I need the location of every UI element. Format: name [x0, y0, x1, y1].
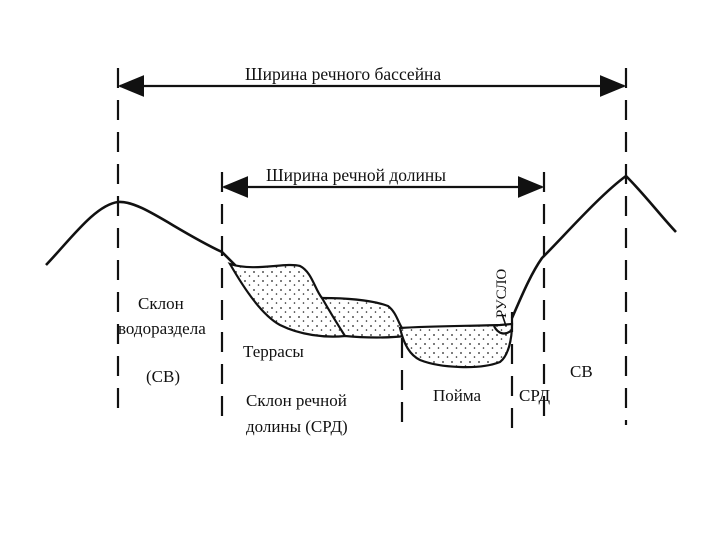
valley-width-label: Ширина речной долины	[266, 165, 446, 185]
terrain-profile	[45, 174, 677, 319]
valley-slope-label-line1: Склон речной	[246, 391, 347, 410]
terraces-label: Террасы	[243, 342, 304, 361]
riverbed-label: РУСЛО	[494, 269, 510, 318]
floodplain-label: Пойма	[433, 386, 482, 405]
watershed-slope-label-line2: водораздела	[118, 319, 206, 338]
riverbed-pointer	[501, 313, 507, 327]
floodplain-terrace	[398, 322, 514, 369]
valley-slope-label-line2: долины (СРД)	[246, 417, 348, 436]
srd-right-label: СРД	[519, 386, 551, 405]
riverbed-channel	[493, 325, 513, 335]
sv-left-label: (СВ)	[146, 367, 180, 386]
sv-right-label: СВ	[570, 362, 593, 381]
basin-width-label: Ширина речного бассейна	[245, 64, 441, 84]
watershed-slope-label-line1: Склон	[138, 294, 184, 313]
